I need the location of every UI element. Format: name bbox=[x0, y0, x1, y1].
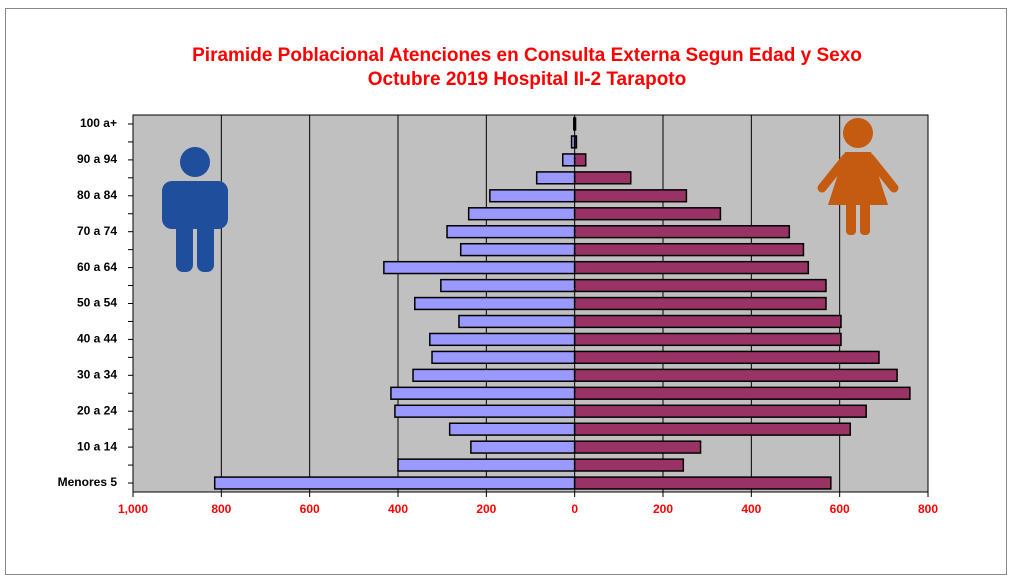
y-tick-label: 20 a 24 bbox=[77, 403, 117, 417]
bar bbox=[467, 207, 576, 221]
bar bbox=[213, 476, 576, 490]
bar bbox=[431, 350, 576, 365]
y-tick-label: 40 a 44 bbox=[77, 332, 117, 346]
x-tick-label: 200 bbox=[476, 502, 496, 516]
bar bbox=[573, 404, 867, 418]
y-tick-label: 60 a 64 bbox=[77, 260, 117, 274]
bar bbox=[573, 422, 852, 436]
bar bbox=[573, 476, 832, 490]
bar bbox=[573, 386, 911, 400]
bar bbox=[448, 422, 576, 436]
x-tick-label: 600 bbox=[300, 502, 320, 516]
bar bbox=[535, 171, 576, 185]
bar bbox=[561, 153, 576, 167]
bar bbox=[573, 225, 791, 239]
bar bbox=[459, 242, 576, 257]
bar bbox=[573, 117, 577, 131]
x-tick-label: 800 bbox=[211, 502, 231, 516]
bar bbox=[573, 153, 587, 167]
y-tick-label: 80 a 84 bbox=[77, 188, 117, 202]
bar bbox=[429, 332, 576, 347]
bar bbox=[489, 189, 576, 203]
female-icon bbox=[817, 118, 899, 235]
bar bbox=[414, 296, 576, 311]
bar bbox=[573, 332, 842, 347]
bar bbox=[573, 278, 827, 293]
bar bbox=[573, 189, 688, 203]
bar bbox=[573, 296, 827, 311]
male-icon bbox=[162, 147, 228, 272]
x-tick-label: 400 bbox=[741, 502, 761, 516]
bar bbox=[470, 440, 576, 454]
bar bbox=[573, 350, 880, 365]
x-tick-label: 600 bbox=[830, 502, 850, 516]
y-tick-label: 90 a 94 bbox=[77, 152, 117, 166]
bar bbox=[394, 404, 576, 418]
y-tick-label: 30 a 34 bbox=[77, 367, 117, 381]
bar bbox=[573, 135, 578, 149]
bar bbox=[458, 314, 576, 329]
bar bbox=[573, 207, 722, 221]
y-tick-label: 70 a 74 bbox=[77, 224, 117, 238]
y-tick-label: Menores 5 bbox=[58, 475, 118, 489]
bar bbox=[412, 368, 576, 382]
x-tick-label: 0 bbox=[571, 502, 578, 516]
bar bbox=[440, 278, 576, 293]
bar bbox=[390, 386, 576, 400]
bar bbox=[573, 440, 702, 454]
bar bbox=[573, 458, 685, 472]
marks: 1,000 800 600 400 200 0 200 400 600 800 Menores 5 1… bbox=[58, 115, 938, 516]
bar bbox=[573, 242, 805, 257]
bar bbox=[573, 314, 842, 329]
bar bbox=[573, 260, 810, 275]
bar bbox=[573, 368, 898, 382]
x-tick-label: 200 bbox=[653, 502, 673, 516]
bar bbox=[383, 260, 576, 275]
y-tick-label: 50 a 54 bbox=[77, 296, 117, 310]
chart-title: Piramide Poblacional Atenciones en Consu… bbox=[192, 45, 862, 66]
y-tick-label: 100 a+ bbox=[80, 116, 117, 130]
bar bbox=[573, 171, 632, 185]
chart-subtitle: Octubre 2019 Hospital II-2 Tarapoto bbox=[368, 69, 687, 90]
x-tick-label: 1,000 bbox=[118, 502, 148, 516]
y-tick-label: 10 a 14 bbox=[77, 439, 117, 453]
x-tick-label: 400 bbox=[388, 502, 408, 516]
bar bbox=[446, 225, 576, 239]
bar bbox=[397, 458, 576, 472]
x-tick-label: 800 bbox=[918, 502, 938, 516]
